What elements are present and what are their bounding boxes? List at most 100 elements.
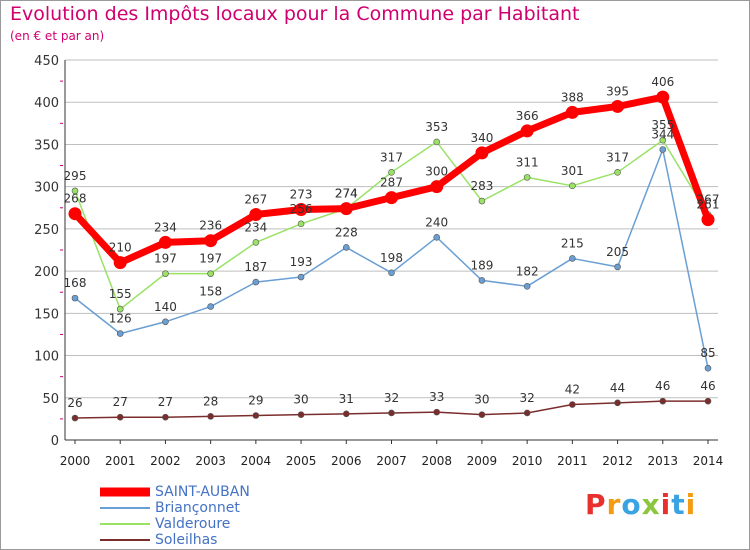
data-point: [204, 234, 218, 248]
data-label: 234: [154, 220, 177, 234]
data-label: 42: [565, 383, 580, 397]
data-label: 44: [610, 381, 625, 395]
data-point: [569, 401, 576, 408]
legend-item-soleilhas: Soleilhas: [100, 532, 400, 549]
data-label: 31: [339, 392, 354, 406]
data-point: [433, 234, 441, 241]
data-point: [433, 138, 441, 146]
data-point: [297, 220, 305, 228]
data-point: [614, 399, 621, 407]
data-point: [162, 413, 169, 421]
data-point: [388, 169, 395, 176]
data-label: 267: [697, 193, 720, 207]
data-point: [207, 413, 214, 420]
data-label: 274: [335, 187, 358, 201]
x-tick-label: 2003: [195, 454, 226, 468]
data-label: 317: [606, 150, 629, 164]
x-tick-label: 2005: [286, 454, 317, 468]
data-point: [656, 90, 670, 104]
y-tick-label: 150: [34, 307, 59, 322]
data-label: 33: [429, 390, 444, 404]
data-label: 317: [380, 150, 403, 164]
data-point: [523, 174, 531, 181]
data-label: 193: [290, 255, 313, 269]
legend-item-brianconnet: Briançonnet: [100, 500, 400, 517]
logo-letter: P: [585, 488, 607, 521]
data-point: [388, 409, 395, 417]
data-point: [475, 146, 489, 160]
data-point: [701, 213, 715, 227]
y-tick-label: 400: [34, 96, 59, 111]
data-point: [614, 169, 621, 176]
data-point: [207, 303, 214, 310]
data-label: 197: [199, 252, 222, 266]
legend-swatch-brianconnet: [100, 507, 150, 509]
data-label: 30: [293, 393, 308, 407]
data-point: [297, 273, 305, 281]
data-point: [523, 283, 531, 290]
x-tick-label: 2007: [376, 454, 407, 468]
data-label: 388: [561, 90, 584, 104]
data-point: [71, 294, 79, 302]
data-point: [342, 244, 350, 251]
legend-item-saint-auban: SAINT-AUBAN: [100, 484, 400, 501]
data-point: [565, 105, 579, 119]
data-label: 274: [335, 187, 358, 201]
data-label: 187: [244, 260, 267, 274]
x-tick-label: 2014: [693, 454, 724, 468]
logo-letter: o: [621, 488, 642, 521]
data-label: 198: [380, 251, 403, 265]
logo-letter: t: [671, 488, 686, 521]
data-label: 273: [290, 187, 313, 201]
x-tick-label: 2004: [241, 454, 272, 468]
data-point: [433, 408, 441, 416]
y-tick-label: 100: [34, 350, 59, 365]
data-label: 261: [697, 198, 720, 212]
data-point: [569, 255, 576, 262]
data-label: 236: [199, 219, 222, 233]
data-point: [704, 364, 712, 372]
data-label: 283: [470, 179, 493, 193]
data-point: [249, 208, 263, 222]
data-label: 29: [248, 394, 263, 408]
legend-label-soleilhas: Soleilhas: [155, 532, 218, 548]
legend-label-saint-auban: SAINT-AUBAN: [155, 484, 250, 500]
data-label: 366: [516, 109, 539, 123]
data-label: 228: [335, 225, 358, 239]
y-tick-label: 250: [34, 223, 59, 238]
data-point: [388, 269, 395, 277]
logo-letter: i: [660, 488, 672, 521]
logo-letter: x: [641, 488, 661, 521]
data-point: [207, 270, 214, 277]
x-tick-label: 2011: [557, 454, 588, 468]
data-label: 168: [64, 276, 87, 290]
data-label: 126: [109, 312, 132, 326]
data-point: [569, 182, 576, 190]
data-label: 234: [244, 220, 267, 234]
data-point: [294, 202, 308, 216]
data-label: 30: [474, 393, 489, 407]
data-label: 46: [655, 379, 670, 393]
y-tick-label: 200: [34, 265, 59, 280]
data-point: [252, 278, 260, 286]
data-point: [614, 263, 621, 271]
x-tick-label: 2001: [105, 454, 136, 468]
data-point: [385, 191, 398, 205]
data-label: 32: [384, 391, 399, 405]
data-label: 268: [64, 192, 87, 206]
data-point: [520, 124, 534, 138]
data-point: [71, 414, 79, 422]
data-point: [611, 99, 625, 113]
data-point: [430, 180, 444, 194]
data-label: 287: [380, 176, 403, 190]
data-label: 197: [154, 252, 177, 266]
data-label: 240: [425, 215, 448, 229]
legend-swatch-soleilhas: [100, 539, 150, 541]
data-point: [659, 146, 667, 153]
data-label: 85: [700, 346, 715, 360]
data-label: 189: [470, 258, 493, 272]
data-point: [162, 270, 169, 277]
x-tick-label: 2002: [150, 454, 181, 468]
data-point: [252, 412, 260, 419]
